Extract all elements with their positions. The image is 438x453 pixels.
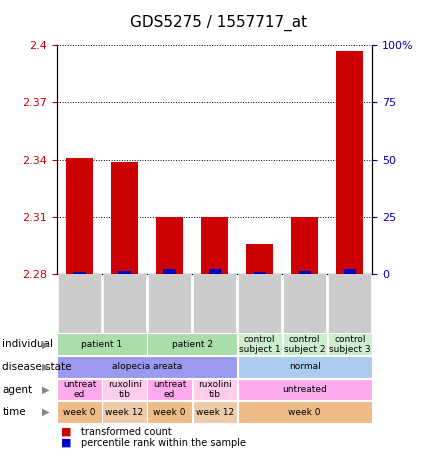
Bar (246, 244, 273, 274)
Bar (336, 51, 363, 274)
Text: individual: individual (2, 339, 53, 349)
Text: patient 2: patient 2 (172, 340, 212, 349)
Text: GDS5275 / 1557717_at: GDS5275 / 1557717_at (131, 14, 307, 31)
Text: alopecia areata: alopecia areata (112, 362, 182, 371)
Text: percentile rank within the sample: percentile rank within the sample (81, 438, 246, 448)
Text: ▶: ▶ (42, 362, 50, 372)
Text: control
subject 1: control subject 1 (239, 335, 280, 354)
Text: week 0: week 0 (153, 408, 186, 417)
Bar (74, 272, 85, 274)
Text: normal: normal (289, 362, 321, 371)
Text: week 12: week 12 (106, 408, 144, 417)
Bar (344, 270, 356, 274)
Bar (111, 162, 138, 274)
Text: week 0: week 0 (289, 408, 321, 417)
Text: untreat
ed: untreat ed (153, 380, 186, 399)
Text: untreated: untreated (283, 385, 327, 394)
Bar (163, 270, 176, 274)
Text: ▶: ▶ (42, 339, 50, 349)
Text: control
subject 3: control subject 3 (329, 335, 371, 354)
Text: week 0: week 0 (63, 408, 96, 417)
Bar (299, 270, 311, 274)
Bar (201, 217, 228, 274)
Bar (208, 270, 221, 274)
Bar (66, 158, 93, 274)
Text: ruxolini
tib: ruxolini tib (108, 380, 141, 399)
Text: week 12: week 12 (195, 408, 234, 417)
Text: ▶: ▶ (42, 385, 50, 395)
Text: ■: ■ (61, 438, 72, 448)
Bar (118, 270, 131, 274)
Text: transformed count: transformed count (81, 427, 172, 437)
Text: untreat
ed: untreat ed (63, 380, 96, 399)
Text: time: time (2, 407, 26, 417)
Text: disease state: disease state (2, 362, 72, 372)
Bar (156, 217, 183, 274)
Text: agent: agent (2, 385, 32, 395)
Bar (291, 217, 318, 274)
Bar (254, 272, 266, 274)
Text: ■: ■ (61, 427, 72, 437)
Text: ruxolini
tib: ruxolini tib (198, 380, 232, 399)
Text: patient 1: patient 1 (81, 340, 123, 349)
Text: ▶: ▶ (42, 407, 50, 417)
Text: control
subject 2: control subject 2 (284, 335, 325, 354)
